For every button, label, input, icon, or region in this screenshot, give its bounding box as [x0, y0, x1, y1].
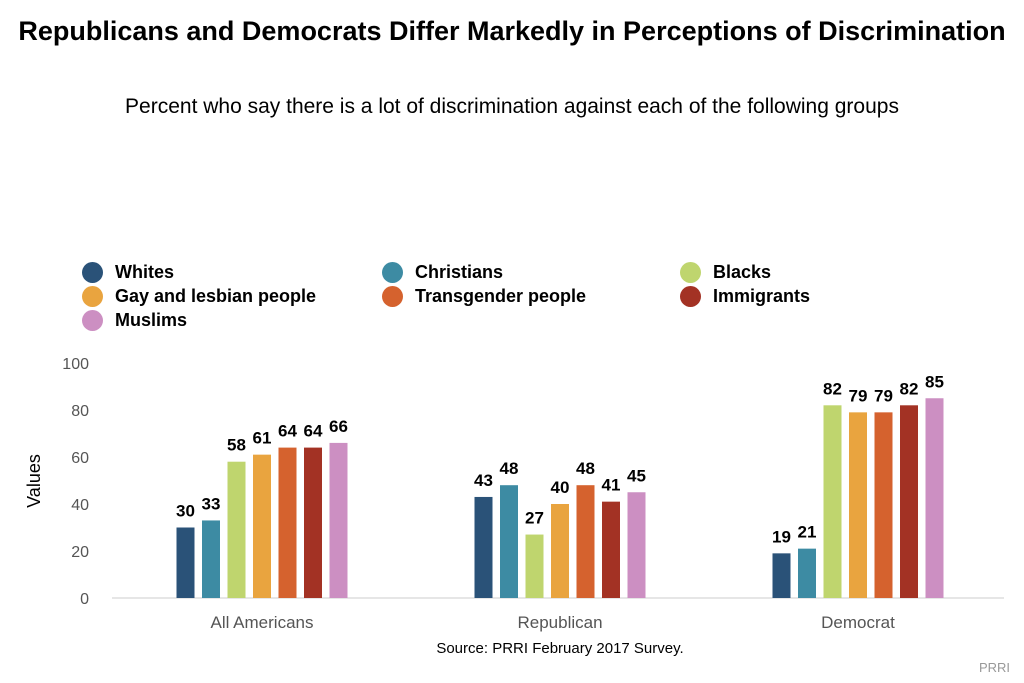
y-tick-label: 100	[62, 356, 89, 373]
y-tick-label: 40	[71, 497, 89, 514]
bar-value-label: 27	[525, 509, 544, 528]
bar	[602, 501, 620, 598]
legend-label: Immigrants	[713, 286, 811, 306]
bar	[874, 412, 893, 598]
bar	[500, 485, 518, 598]
bar-value-label: 79	[874, 386, 893, 405]
x-axis: All Americans Republican Democrat	[211, 613, 896, 632]
bar-value-label: 48	[500, 459, 519, 478]
bar	[176, 527, 195, 598]
legend-swatch	[382, 262, 403, 283]
legend-item-transgender-people: Transgender people	[382, 286, 586, 307]
bar-value-label: 82	[900, 379, 919, 398]
bar	[551, 504, 569, 598]
bar-value-label: 66	[329, 417, 348, 436]
legend-item-blacks: Blacks	[680, 262, 771, 283]
bar-value-label: 21	[798, 523, 817, 542]
bars	[176, 398, 944, 598]
bar-value-label: 82	[823, 379, 842, 398]
y-tick-label: 20	[71, 544, 89, 561]
bar-value-label: 41	[602, 476, 621, 495]
legend-item-whites: Whites	[82, 262, 174, 283]
bar-value-label: 48	[576, 459, 595, 478]
bar	[900, 405, 918, 598]
legend-label: Blacks	[713, 262, 772, 282]
y-axis-label: Values	[24, 454, 44, 508]
bar-value-label: 43	[474, 471, 493, 490]
bar-value-label: 64	[304, 422, 323, 441]
bar	[627, 492, 646, 598]
bar	[823, 405, 842, 598]
data-labels: 30 43 19 33 48 21 58 27 82 61 40 79 64 48 79 64 41 82 66 45…	[176, 372, 944, 546]
y-tick-label: 0	[80, 591, 89, 608]
y-tick-label: 80	[71, 403, 89, 420]
legend-item-christians: Christians	[382, 262, 503, 283]
bar-value-label: 64	[278, 422, 297, 441]
bar-value-label: 58	[227, 436, 246, 455]
bar-value-label: 40	[551, 478, 570, 497]
bar	[576, 485, 595, 598]
bar	[227, 461, 246, 598]
bar-value-label: 79	[849, 386, 868, 405]
source-note: Source: PRRI February 2017 Survey.	[436, 640, 684, 657]
bar	[304, 447, 322, 598]
bar-value-label: 45	[627, 466, 646, 485]
bar	[253, 454, 271, 598]
legend-item-immigrants: Immigrants	[680, 286, 810, 307]
bar	[525, 534, 544, 598]
legend-label: Gay and lesbian people	[115, 286, 317, 306]
bar-value-label: 19	[772, 527, 791, 546]
bar	[798, 548, 816, 598]
y-tick-label: 60	[71, 450, 89, 467]
bar-value-label: 30	[176, 502, 195, 521]
footer-brand: PRRI	[978, 660, 1010, 675]
legend-item-muslims: Muslims	[82, 310, 187, 331]
legend-label: Muslims	[115, 310, 188, 330]
legend-swatch	[680, 262, 701, 283]
bar-value-label: 61	[253, 429, 272, 448]
legend-item-gay-and-lesbian-people: Gay and lesbian people	[82, 286, 316, 307]
x-tick-label: Democrat	[821, 613, 895, 632]
bar-value-label: 85	[925, 372, 944, 391]
legend-swatch	[680, 286, 701, 307]
bar	[925, 398, 944, 598]
bar-value-label: 33	[202, 494, 221, 513]
x-tick-label: All Americans	[211, 613, 314, 632]
bar	[202, 520, 220, 598]
legend-swatch	[82, 310, 103, 331]
bar	[849, 412, 867, 598]
legend-swatch	[82, 262, 103, 283]
chart-subtitle: Percent who say there is a lot of discri…	[125, 95, 899, 118]
bar	[772, 553, 791, 598]
legend-swatch	[82, 286, 103, 307]
bar	[329, 442, 348, 598]
legend-label: Whites	[115, 262, 175, 282]
x-tick-label: Republican	[517, 613, 602, 632]
legend-label: Christians	[415, 262, 504, 282]
y-axis: 0 20 40 60 80 100	[62, 356, 89, 608]
bar	[278, 447, 297, 598]
legend-swatch	[382, 286, 403, 307]
legend-label: Transgender people	[415, 286, 587, 306]
chart-title: Republicans and Democrats Differ Markedl…	[18, 16, 1006, 46]
bar	[474, 496, 493, 598]
